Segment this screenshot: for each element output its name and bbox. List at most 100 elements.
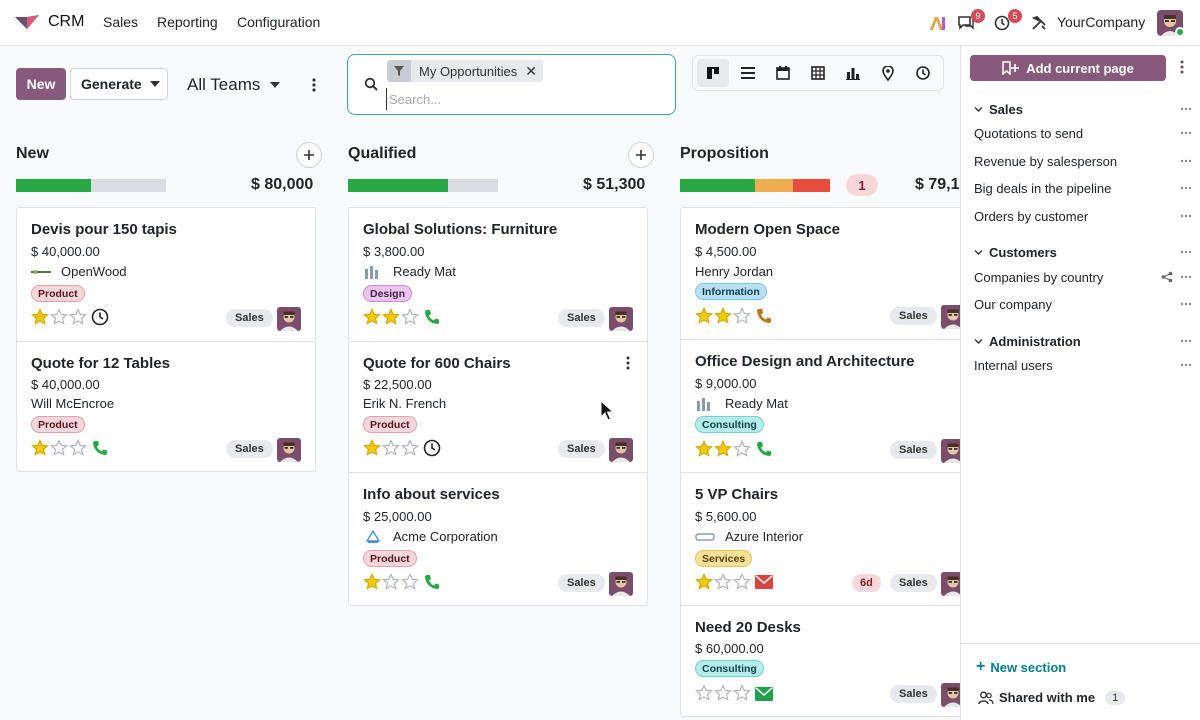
more-icon[interactable] <box>1180 131 1192 135</box>
star-icon[interactable] <box>69 439 87 457</box>
search-input[interactable] <box>386 88 656 110</box>
kanban-card[interactable]: Quote for 600 Chairs $ 22,500.00 Erik N.… <box>349 342 647 473</box>
progress-green[interactable] <box>680 179 755 192</box>
kanban-card[interactable]: Devis pour 150 tapis $ 40,000.00 OpenWoo… <box>17 208 315 342</box>
progress-orange[interactable] <box>755 179 793 192</box>
star-icon[interactable] <box>733 307 751 325</box>
new-section-button[interactable]: + New section <box>976 658 1066 676</box>
app-name[interactable]: CRM <box>48 13 85 30</box>
section-sales[interactable]: Sales <box>974 102 1023 117</box>
priority-stars[interactable] <box>363 439 420 457</box>
phone-icon[interactable] <box>755 440 773 458</box>
star-icon[interactable] <box>382 573 400 591</box>
apps-logo-icon[interactable] <box>13 13 41 33</box>
teams-selector[interactable]: All Teams <box>187 75 281 95</box>
phone-icon[interactable] <box>755 307 773 325</box>
section-administration[interactable]: Administration <box>974 334 1081 349</box>
generate-button[interactable]: Generate <box>70 68 168 100</box>
star-icon[interactable] <box>50 439 68 457</box>
phone-icon[interactable] <box>423 573 441 591</box>
phone-icon[interactable] <box>91 439 109 457</box>
more-icon[interactable] <box>1180 339 1192 343</box>
activity-clock-icon[interactable] <box>423 439 441 457</box>
star-icon[interactable] <box>733 573 751 591</box>
phone-icon[interactable] <box>423 308 441 326</box>
kanban-card[interactable]: Info about services $ 25,000.00 Acme Cor… <box>349 473 647 607</box>
star-icon[interactable] <box>695 684 713 702</box>
calendar-view-icon[interactable] <box>767 59 799 87</box>
star-icon[interactable] <box>382 308 400 326</box>
share-icon[interactable] <box>1161 271 1173 283</box>
salesperson-avatar[interactable] <box>609 438 633 462</box>
add-card-button[interactable] <box>628 142 654 168</box>
star-icon[interactable] <box>695 573 713 591</box>
menu-configuration[interactable]: Configuration <box>237 14 321 30</box>
kanban-card[interactable]: Global Solutions: Furniture $ 3,800.00 R… <box>349 208 647 342</box>
clock-icon[interactable] <box>992 13 1012 33</box>
side-panel-kebab-icon[interactable] <box>1179 60 1185 74</box>
star-icon[interactable] <box>401 573 419 591</box>
kanban-card[interactable]: Quote for 12 Tables $ 40,000.00 Will McE… <box>17 342 315 473</box>
sidebar-item[interactable]: Quotations to send <box>974 126 1084 141</box>
kanban-card[interactable]: Need 20 Desks $ 60,000.00 Consulting Sal… <box>681 606 979 718</box>
search-facet[interactable]: My Opportunities ✕ <box>387 60 543 82</box>
ai-icon[interactable] <box>928 13 948 33</box>
star-icon[interactable] <box>733 440 751 458</box>
sidebar-item[interactable]: Companies by country <box>974 270 1104 285</box>
priority-stars[interactable] <box>695 573 752 591</box>
kanban-card[interactable]: Modern Open Space $ 4,500.00 Henry Jorda… <box>681 208 979 340</box>
kanban-card[interactable]: Office Design and Architecture $ 9,000.0… <box>681 340 979 473</box>
pivot-view-icon[interactable] <box>802 59 834 87</box>
salesperson-avatar[interactable] <box>277 307 301 331</box>
progress-green[interactable] <box>348 179 448 192</box>
company-name[interactable]: YourCompany <box>1057 14 1146 30</box>
tools-icon[interactable] <box>1029 13 1049 33</box>
priority-stars[interactable] <box>695 440 752 458</box>
star-icon[interactable] <box>714 573 732 591</box>
email-icon[interactable] <box>755 573 773 591</box>
card-kebab-icon[interactable] <box>625 356 631 370</box>
new-button[interactable]: New <box>16 68 66 100</box>
star-icon[interactable] <box>695 440 713 458</box>
progress-red[interactable] <box>793 179 830 192</box>
sidebar-item[interactable]: Revenue by salesperson <box>974 154 1118 169</box>
user-avatar[interactable] <box>1157 10 1183 36</box>
column-progress-bar[interactable] <box>680 179 830 192</box>
sidebar-item[interactable]: Internal users <box>974 358 1053 373</box>
more-icon[interactable] <box>1180 275 1192 279</box>
star-icon[interactable] <box>714 307 732 325</box>
map-view-icon[interactable] <box>872 59 904 87</box>
kanban-view-icon[interactable] <box>697 59 729 87</box>
more-icon[interactable] <box>1180 363 1192 367</box>
sidebar-item[interactable]: Big deals in the pipeline <box>974 181 1112 196</box>
column-progress-bar[interactable] <box>348 179 498 192</box>
menu-sales[interactable]: Sales <box>103 14 139 30</box>
graph-view-icon[interactable] <box>837 59 869 87</box>
close-icon[interactable]: ✕ <box>525 62 537 79</box>
add-card-button[interactable] <box>296 142 322 168</box>
activity-clock-icon[interactable] <box>91 308 109 326</box>
more-icon[interactable] <box>1180 214 1192 218</box>
star-icon[interactable] <box>363 308 381 326</box>
kebab-menu-icon[interactable] <box>310 77 318 93</box>
menu-reporting[interactable]: Reporting <box>157 14 218 30</box>
more-icon[interactable] <box>1180 186 1192 190</box>
star-icon[interactable] <box>695 307 713 325</box>
star-icon[interactable] <box>401 439 419 457</box>
list-view-icon[interactable] <box>732 59 764 87</box>
star-icon[interactable] <box>31 439 49 457</box>
star-icon[interactable] <box>382 439 400 457</box>
more-icon[interactable] <box>1180 250 1192 254</box>
star-icon[interactable] <box>363 439 381 457</box>
activity-view-icon[interactable] <box>907 59 939 87</box>
star-icon[interactable] <box>50 308 68 326</box>
salesperson-avatar[interactable] <box>609 572 633 596</box>
priority-stars[interactable] <box>31 439 88 457</box>
star-icon[interactable] <box>733 684 751 702</box>
star-icon[interactable] <box>31 308 49 326</box>
more-icon[interactable] <box>1180 107 1192 111</box>
more-icon[interactable] <box>1180 302 1192 306</box>
star-icon[interactable] <box>714 684 732 702</box>
progress-green[interactable] <box>16 179 91 192</box>
sidebar-item[interactable]: Our company <box>974 297 1053 312</box>
